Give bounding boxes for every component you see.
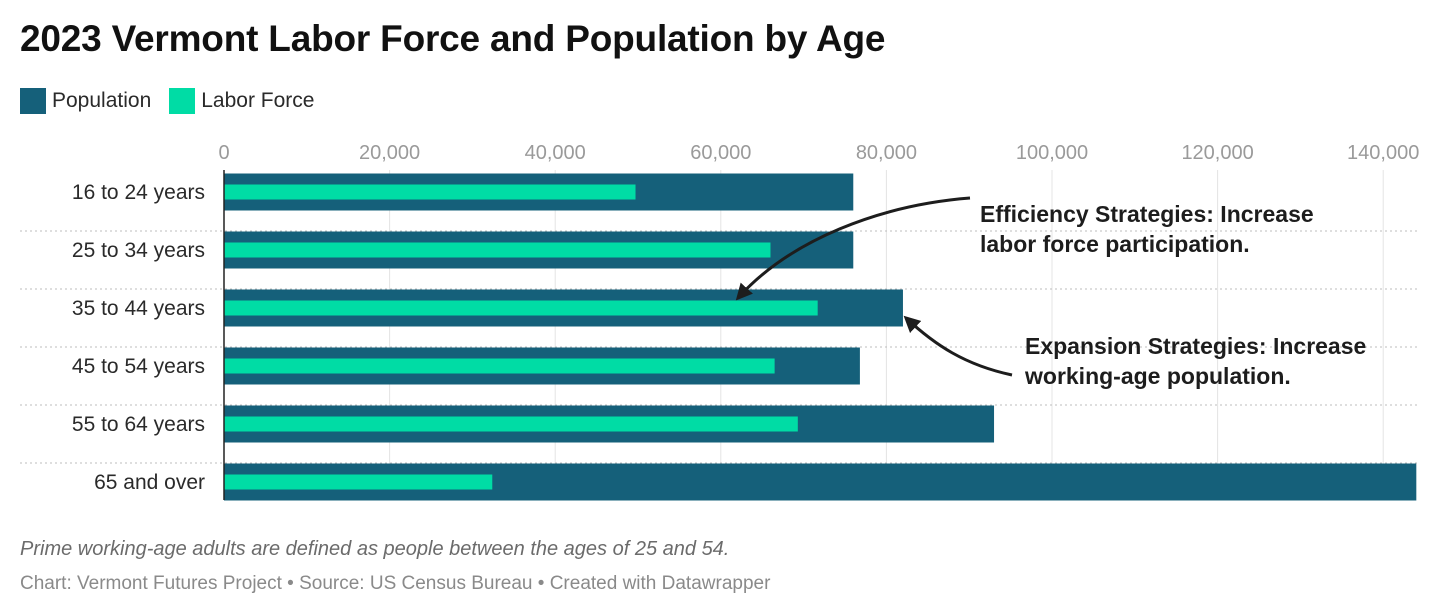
- category-label: 65 and over: [94, 471, 205, 494]
- x-axis-ticks: 0 20,000 40,000 60,000 80,000 100,000 120,000 1…: [218, 142, 1419, 164]
- legend-label-population: Population: [52, 89, 152, 112]
- labor-force-bar: [224, 474, 493, 490]
- legend-item-labor-force: Labor Force: [169, 88, 314, 114]
- efficiency-annotation: Efficiency Strategies: Increase labor fo…: [980, 201, 1320, 257]
- category-label: 45 to 54 years: [72, 355, 205, 378]
- labor-force-bar: [224, 242, 771, 258]
- x-tick-label: 60,000: [690, 142, 751, 164]
- efficiency-annotation-line-1: Efficiency Strategies: Increase: [980, 201, 1314, 227]
- annotations: Efficiency Strategies: Increase labor fo…: [735, 196, 1373, 389]
- category-label: 25 to 34 years: [72, 239, 205, 262]
- x-tick-label: 80,000: [856, 142, 917, 164]
- category-label: 16 to 24 years: [72, 181, 205, 204]
- legend-swatch-population: [20, 88, 46, 114]
- grid-lines: [20, 170, 1418, 500]
- efficiency-arrow: [735, 196, 971, 301]
- legend-label-labor-force: Labor Force: [201, 89, 315, 112]
- expansion-arrow: [903, 315, 1013, 377]
- x-tick-label: 40,000: [525, 142, 586, 164]
- labor-force-bar: [224, 184, 636, 200]
- bar-chart: 0 20,000 40,000 60,000 80,000 100,000 120,000 1…: [20, 142, 1419, 501]
- expansion-annotation-line-2: working-age population.: [1024, 363, 1291, 389]
- chart-note: Prime working-age adults are defined as …: [20, 538, 730, 560]
- x-tick-label: 20,000: [359, 142, 420, 164]
- labor-force-bar: [224, 416, 798, 432]
- category-label: 35 to 44 years: [72, 297, 205, 320]
- labor-force-bar: [224, 358, 775, 374]
- x-tick-label: 140,000: [1347, 142, 1419, 164]
- x-tick-label: 100,000: [1016, 142, 1088, 164]
- bars: [224, 173, 1417, 501]
- chart-title: 2023 Vermont Labor Force and Population …: [20, 18, 886, 59]
- x-tick-label: 0: [218, 142, 229, 164]
- efficiency-annotation-line-2: labor force participation.: [980, 231, 1250, 257]
- x-tick-label: 120,000: [1181, 142, 1253, 164]
- expansion-annotation: Expansion Strategies: Increase working-a…: [1024, 333, 1373, 389]
- category-labels: 16 to 24 years 25 to 34 years 35 to 44 yea…: [72, 181, 205, 494]
- legend-item-population: Population: [20, 88, 151, 114]
- legend: Population Labor Force: [20, 88, 332, 114]
- labor-force-bar: [224, 300, 818, 316]
- expansion-annotation-line-1: Expansion Strategies: Increase: [1025, 333, 1366, 359]
- chart-footer: Chart: Vermont Futures Project • Source:…: [20, 573, 771, 594]
- legend-swatch-labor-force: [169, 88, 196, 114]
- category-label: 55 to 64 years: [72, 413, 205, 436]
